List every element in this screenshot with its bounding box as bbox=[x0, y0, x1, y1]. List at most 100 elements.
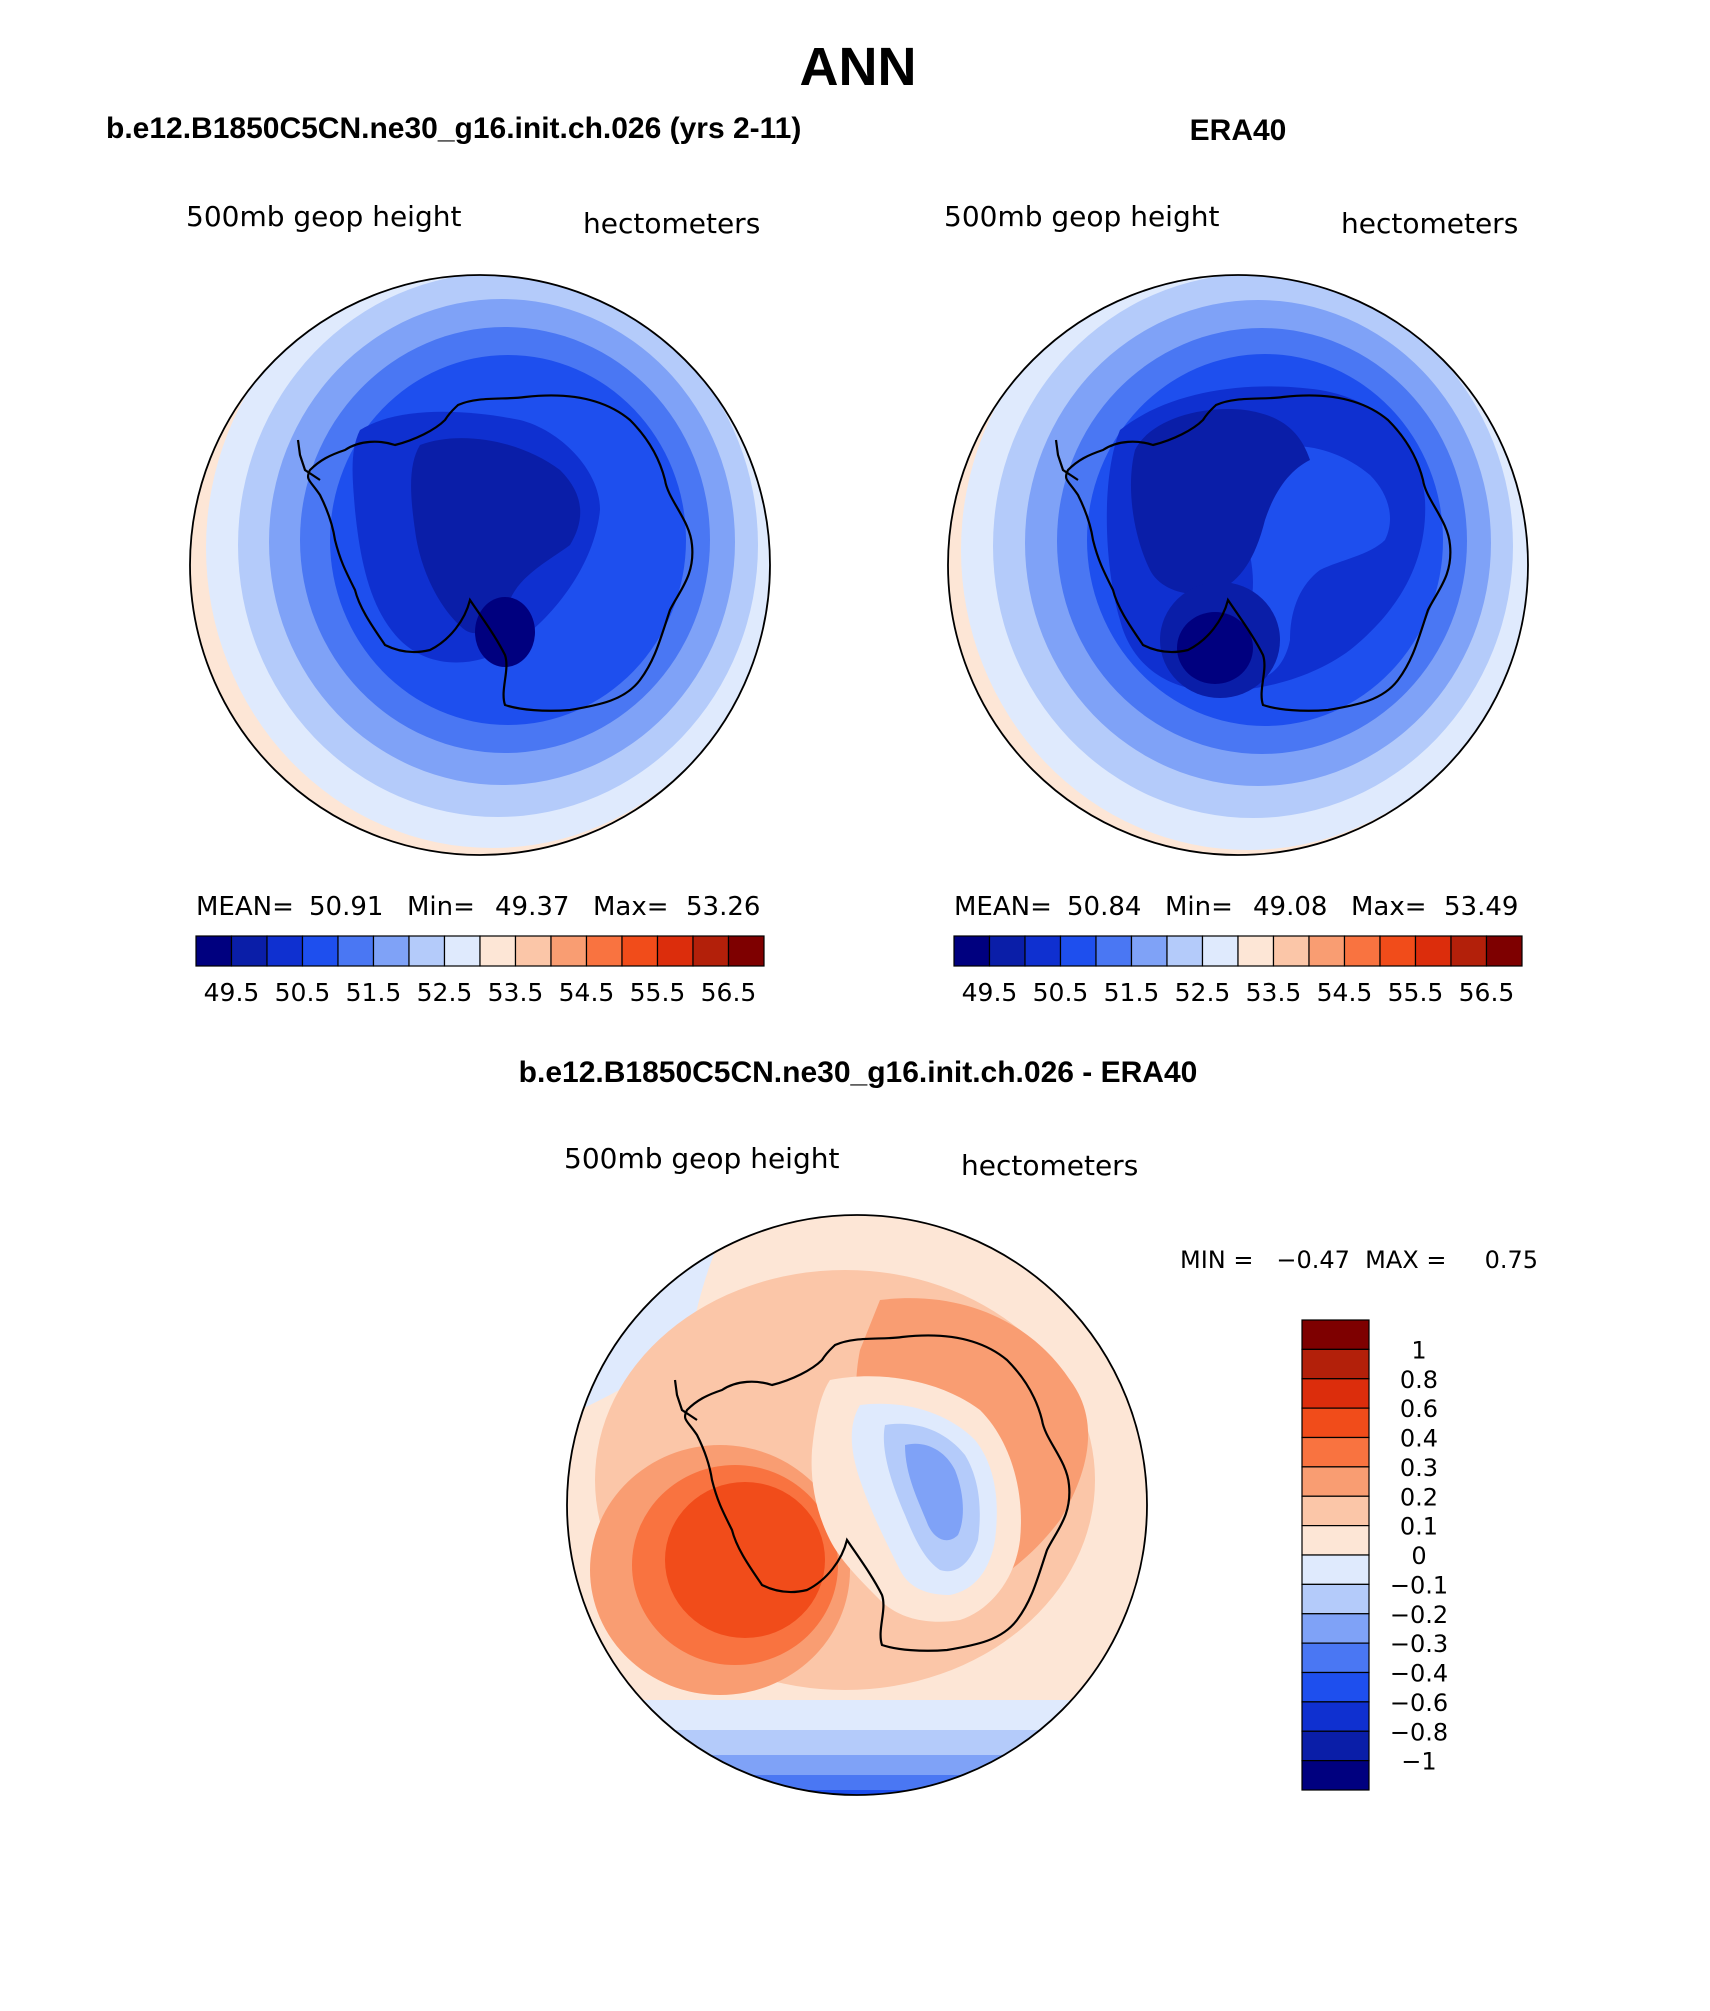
colorbar-box bbox=[1450, 935, 1488, 967]
colorbar-box bbox=[1024, 935, 1062, 967]
colorbar-box bbox=[585, 935, 623, 967]
colorbar-tick-label: 55.5 bbox=[630, 978, 686, 1007]
max-value: 53.49 bbox=[1444, 892, 1518, 922]
colorbar-box bbox=[1301, 1583, 1370, 1615]
colorbar-box bbox=[1301, 1495, 1370, 1527]
colorbar-box bbox=[195, 935, 233, 967]
colorbar-box bbox=[1301, 1671, 1370, 1703]
colorbar-box bbox=[1301, 1525, 1370, 1556]
units-label: hectometers bbox=[961, 1149, 1138, 1182]
colorbar-box bbox=[1201, 935, 1239, 967]
colorbar-tick-label: 50.5 bbox=[275, 978, 331, 1007]
panel-right-title: ERA40 bbox=[1190, 114, 1287, 147]
colorbar-box bbox=[727, 935, 765, 967]
colorbar-box bbox=[479, 935, 517, 967]
colorbar-box bbox=[443, 935, 481, 967]
panel-diff-title: b.e12.B1850C5CN.ne30_g16.init.ch.026 - E… bbox=[519, 1056, 1198, 1089]
panel-left-title: b.e12.B1850C5CN.ne30_g16.init.ch.026 (yr… bbox=[106, 112, 801, 145]
colorbar-box bbox=[1095, 935, 1133, 967]
colorbar-box bbox=[1414, 935, 1452, 967]
colorbar-box bbox=[550, 935, 588, 967]
colorbar-box bbox=[953, 935, 991, 967]
colorbar-box bbox=[266, 935, 304, 967]
min-label: Min= bbox=[407, 892, 475, 922]
variable-label: 500mb geop height bbox=[564, 1142, 839, 1175]
colorbar-box bbox=[1301, 1378, 1370, 1409]
colorbar-box bbox=[230, 935, 268, 967]
min-value: 49.08 bbox=[1253, 892, 1327, 922]
colorbar-box bbox=[1301, 1319, 1370, 1350]
colorbar-tick-label: 51.5 bbox=[346, 978, 402, 1007]
colorbar-tick-label: 0.2 bbox=[1400, 1483, 1438, 1511]
colorbar-box bbox=[1379, 935, 1417, 967]
units-label: hectometers bbox=[583, 207, 760, 240]
colorbar-box bbox=[988, 935, 1026, 967]
colorbar-difference: 10.80.60.40.30.20.10−0.1−0.2−0.3−0.4−0.6… bbox=[1301, 1319, 1448, 1791]
colorbar-box bbox=[337, 935, 375, 967]
colorbar-box bbox=[1301, 1436, 1370, 1468]
colorbar-tick-label: 0.4 bbox=[1400, 1425, 1438, 1453]
figure-title: ANN bbox=[800, 37, 917, 97]
max-label: Max= bbox=[1351, 892, 1427, 922]
colorbar-tick-label: −0.2 bbox=[1390, 1601, 1448, 1629]
colorbar-tick-label: 56.5 bbox=[701, 978, 757, 1007]
stats-right: MEAN= 50.84 Min= 49.08 Max= 53.49 bbox=[954, 892, 1518, 922]
colorbar-tick-label: 0 bbox=[1411, 1542, 1426, 1570]
variable-label: 500mb geop height bbox=[186, 200, 461, 233]
mean-value: 50.84 bbox=[1067, 892, 1141, 922]
min-value: 49.37 bbox=[495, 892, 569, 922]
map-panel-model: 500mb geop height hectometers bbox=[186, 200, 771, 856]
colorbar-tick-label: 52.5 bbox=[417, 978, 473, 1007]
colorbar-tick-label: −0.3 bbox=[1390, 1630, 1448, 1658]
colorbar-tick-label: 0.6 bbox=[1400, 1395, 1438, 1423]
colorbar-box bbox=[692, 935, 730, 967]
colorbar-box bbox=[1308, 935, 1346, 967]
colorbar-box bbox=[1301, 1613, 1370, 1644]
colorbar-box bbox=[1343, 935, 1381, 967]
colorbar-box bbox=[1130, 935, 1168, 967]
colorbar-box bbox=[621, 935, 659, 967]
coastline bbox=[1054, 394, 1452, 712]
colorbar-box bbox=[656, 935, 694, 967]
map-fill bbox=[948, 275, 1528, 855]
colorbar-tick-label: 56.5 bbox=[1459, 978, 1515, 1007]
colorbar-box bbox=[1301, 1642, 1370, 1674]
colorbar-box bbox=[1301, 1554, 1370, 1585]
colorbar-box bbox=[372, 935, 410, 967]
mean-label: MEAN= bbox=[196, 892, 294, 922]
colorbar-tick-label: −0.1 bbox=[1390, 1571, 1448, 1599]
colorbar-model: 49.5 50.5 51.5 52.5 53.5 54.5 55.5 56.5 bbox=[195, 935, 765, 1007]
colorbar-tick-label: 0.8 bbox=[1400, 1366, 1438, 1394]
map-fill bbox=[190, 275, 770, 855]
colorbar-box bbox=[1301, 1348, 1370, 1380]
colorbar-box bbox=[1485, 935, 1523, 967]
coastline bbox=[296, 394, 694, 712]
colorbar-box bbox=[514, 935, 552, 967]
colorbar-tick-label: −0.6 bbox=[1390, 1689, 1448, 1717]
colorbar-box bbox=[1301, 1701, 1370, 1732]
colorbar-tick-label: 53.5 bbox=[488, 978, 544, 1007]
min-label: Min= bbox=[1165, 892, 1233, 922]
colorbar-tick-label: 53.5 bbox=[1246, 978, 1302, 1007]
stats-left: MEAN= 50.91 Min= 49.37 Max= 53.26 bbox=[196, 892, 760, 922]
colorbar-tick-label: 49.5 bbox=[962, 978, 1018, 1007]
colorbar-tick-label: 54.5 bbox=[559, 978, 615, 1007]
colorbar-box bbox=[1166, 935, 1204, 967]
max-label: Max= bbox=[593, 892, 669, 922]
colorbar-tick-label: −0.4 bbox=[1390, 1660, 1448, 1688]
colorbar-box bbox=[1301, 1407, 1370, 1439]
colorbar-tick-label: 0.1 bbox=[1400, 1513, 1438, 1541]
max-value: 53.26 bbox=[686, 892, 760, 922]
colorbar-tick-label: 0.3 bbox=[1400, 1454, 1438, 1482]
map-panel-era40: 500mb geop height hectometers bbox=[944, 200, 1529, 856]
colorbar-tick-label: −0.8 bbox=[1390, 1718, 1448, 1746]
colorbar-tick-label: 50.5 bbox=[1033, 978, 1089, 1007]
colorbar-era40: 49.5 50.5 51.5 52.5 53.5 54.5 55.5 56.5 bbox=[953, 935, 1523, 1007]
colorbar-box bbox=[301, 935, 339, 967]
colorbar-box bbox=[408, 935, 446, 967]
colorbar-box bbox=[1301, 1760, 1370, 1791]
min-max-readout: MIN = −0.47 MAX = 0.75 bbox=[1180, 1246, 1538, 1274]
colorbar-tick-label: −1 bbox=[1401, 1748, 1436, 1776]
map-fill bbox=[567, 1215, 1147, 1795]
colorbar-box bbox=[1237, 935, 1275, 967]
